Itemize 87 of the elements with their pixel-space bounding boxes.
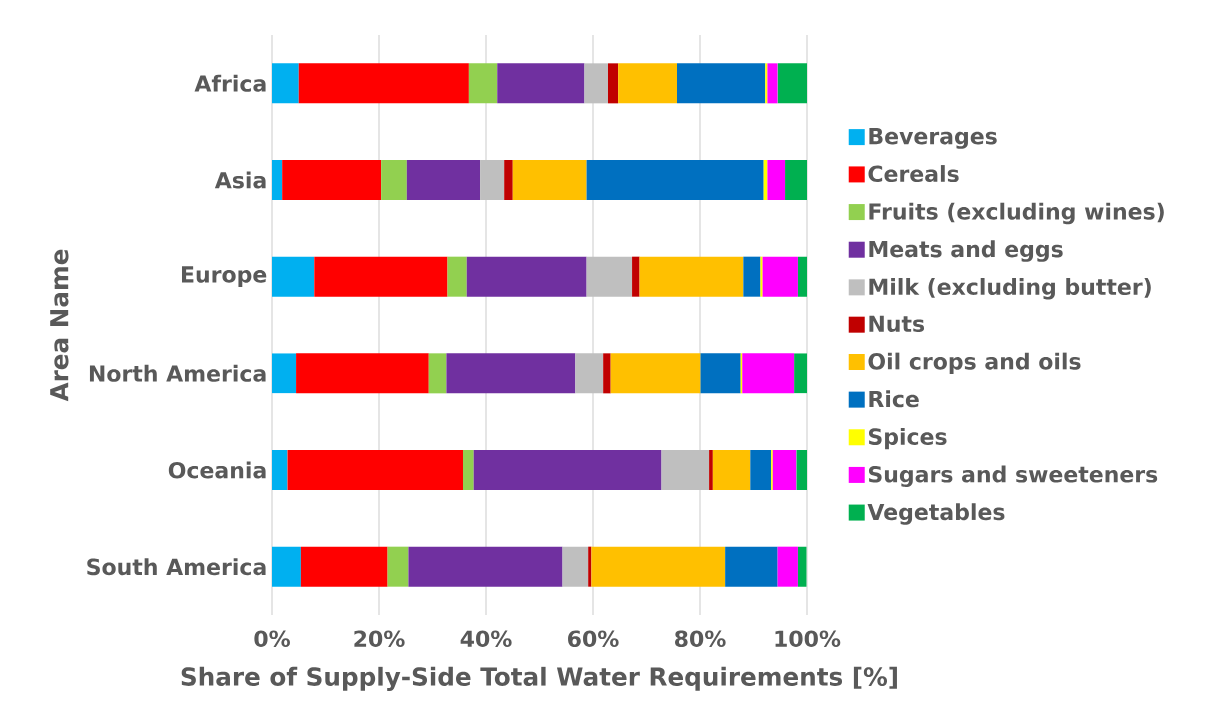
bar xyxy=(446,353,576,394)
bar xyxy=(298,63,469,104)
legend-label: Spices xyxy=(868,427,947,450)
legend-label: Rice xyxy=(869,390,919,408)
bar xyxy=(610,353,701,394)
bar xyxy=(765,63,768,104)
bar xyxy=(300,546,388,587)
bar xyxy=(760,256,763,297)
legend-label: Vegetables xyxy=(867,503,1005,525)
bar xyxy=(272,256,315,297)
bar xyxy=(408,546,563,587)
bar xyxy=(586,256,633,297)
bar xyxy=(767,63,778,104)
bar xyxy=(742,353,795,394)
bar xyxy=(463,450,474,491)
legend-label: Beverages xyxy=(869,128,997,149)
y-axis-title: Area Name xyxy=(50,249,69,402)
bar xyxy=(473,450,662,491)
legend-label: Cereals xyxy=(868,165,959,183)
bar xyxy=(272,63,299,104)
bar xyxy=(428,353,447,394)
bar xyxy=(504,160,513,201)
bar xyxy=(575,353,604,394)
bar xyxy=(480,160,505,201)
bar xyxy=(387,546,409,587)
x-tick-label: 60% xyxy=(568,630,619,648)
bar xyxy=(700,353,741,394)
legend-label: Nuts xyxy=(869,315,925,333)
legend-label: Meats and eggs xyxy=(869,240,1063,262)
bar xyxy=(272,353,297,394)
bar xyxy=(272,450,288,491)
bar xyxy=(743,256,761,297)
legend-label: Fruits (excluding wines) xyxy=(869,202,1164,225)
x-tick-label: 0% xyxy=(254,630,290,648)
bar xyxy=(468,63,498,104)
bar xyxy=(272,546,301,587)
x-tick-label: 100% xyxy=(775,630,841,648)
y-tick-label: North America xyxy=(89,364,266,382)
bar xyxy=(661,450,710,491)
bar xyxy=(767,160,786,201)
bar xyxy=(797,546,807,587)
bar xyxy=(796,450,807,491)
bar xyxy=(588,546,592,587)
bar xyxy=(603,353,611,394)
bar xyxy=(712,450,751,491)
bar xyxy=(639,256,744,297)
y-tick-label: Oceania xyxy=(168,461,266,479)
bar xyxy=(497,63,585,104)
bar xyxy=(750,450,772,491)
bar xyxy=(777,546,798,587)
x-axis-title: Share of Supply-Side Total Water Requirements [%] xyxy=(181,666,897,691)
bar xyxy=(762,256,798,297)
bar xyxy=(632,256,640,297)
bar xyxy=(777,63,807,104)
legend-label: Sugars and sweeteners xyxy=(868,465,1158,488)
bar xyxy=(772,450,797,491)
legend-label: Oil crops and oils xyxy=(868,352,1081,374)
bar xyxy=(562,546,589,587)
bar xyxy=(607,63,619,104)
bar xyxy=(272,160,283,201)
bar xyxy=(296,353,429,394)
bar xyxy=(447,256,467,297)
bar xyxy=(381,160,407,201)
bar xyxy=(794,353,807,394)
y-tick-label: South America xyxy=(87,558,266,576)
bar xyxy=(584,63,608,104)
bar xyxy=(797,256,807,297)
bar xyxy=(406,160,481,201)
bar xyxy=(287,450,463,491)
x-tick-label: 80% xyxy=(675,630,726,648)
bar xyxy=(314,256,448,297)
x-tick-label: 40% xyxy=(460,630,512,648)
bar xyxy=(466,256,587,297)
bar xyxy=(618,63,677,104)
y-tick-label: Asia xyxy=(214,171,266,189)
x-tick-label: 20% xyxy=(354,630,405,648)
bar xyxy=(591,546,726,587)
y-tick-label: Africa xyxy=(194,74,266,92)
bar xyxy=(785,160,807,201)
bar xyxy=(709,450,713,491)
bar xyxy=(725,546,778,587)
bar xyxy=(677,63,766,104)
legend-label: Milk (excluding butter) xyxy=(869,278,1151,300)
y-tick-label: Europe xyxy=(181,266,267,287)
bar xyxy=(512,160,587,201)
bar xyxy=(282,160,382,201)
bar xyxy=(586,160,764,201)
